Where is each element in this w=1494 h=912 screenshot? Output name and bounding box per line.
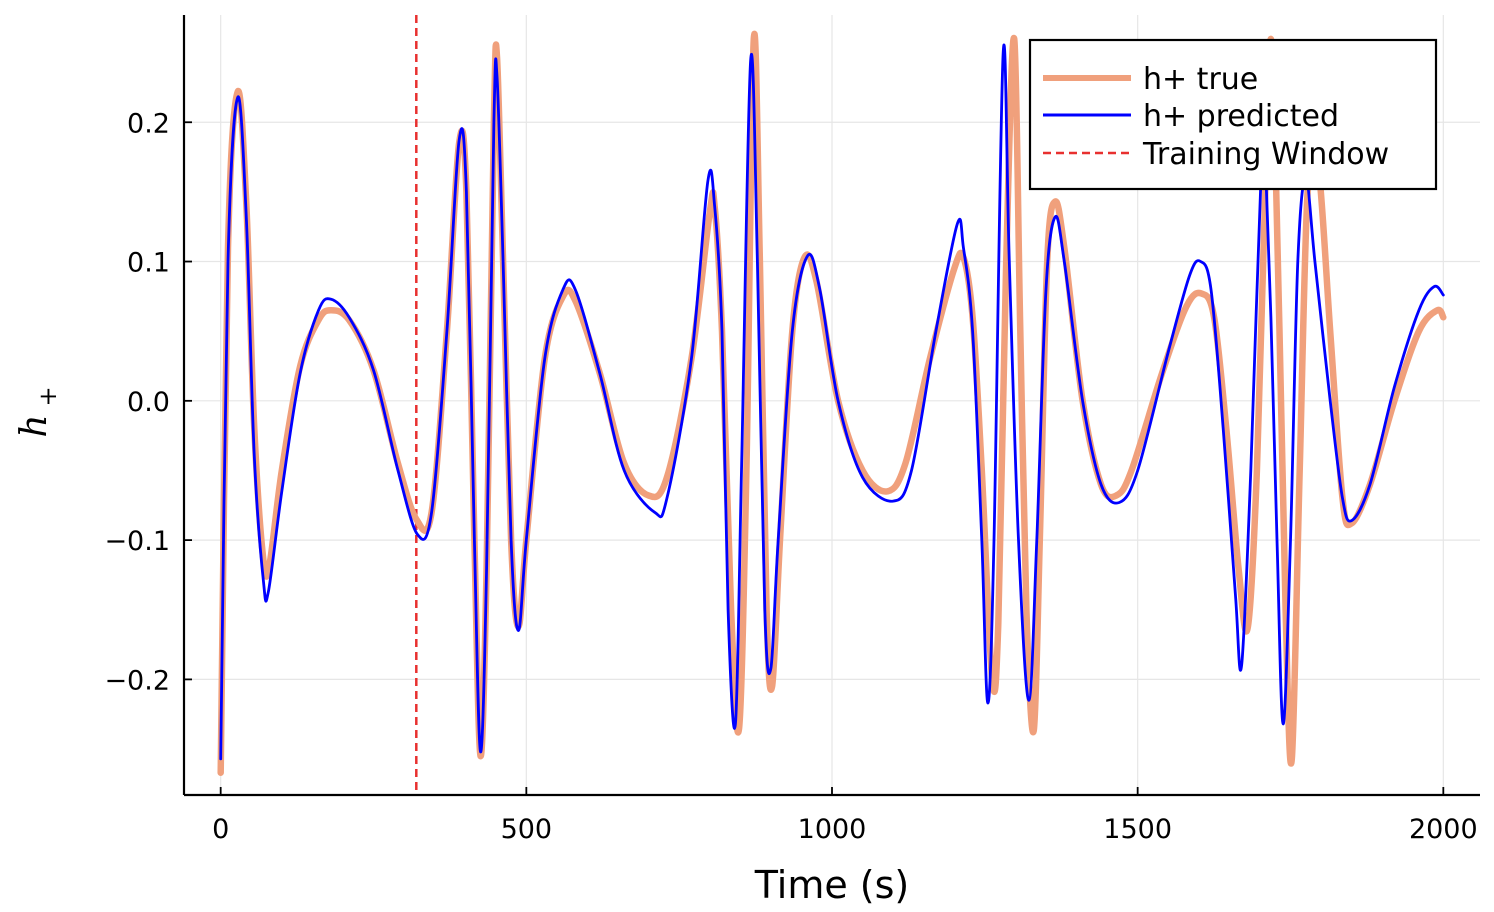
- legend-label-predicted: h+ predicted: [1143, 99, 1339, 134]
- y-tick-label-4: 0.2: [127, 108, 170, 139]
- y-axis-title: h+: [14, 386, 62, 437]
- y-tick-label-0: −0.2: [104, 665, 170, 696]
- x-axis-title: Time (s): [754, 863, 910, 907]
- x-tick-label-3: 1500: [1103, 814, 1172, 845]
- series-line-h-predicted: [219, 43, 1445, 761]
- x-tick-label-0: 0: [212, 814, 229, 845]
- tick-labels: 0 500 1000 1500 2000 −0.2 −0.1 0.0 0.1 0.2: [104, 108, 1477, 845]
- y-tick-label-1: −0.1: [104, 526, 170, 557]
- y-axis-subscript: +: [34, 386, 62, 406]
- x-tick-label-1: 500: [501, 814, 553, 845]
- svg-text:h+: h+: [14, 386, 62, 437]
- series-layer: [217, 30, 1447, 776]
- legend-label-true: h+ true: [1143, 62, 1258, 97]
- x-tick-label-4: 2000: [1409, 814, 1478, 845]
- x-tick-label-2: 1000: [798, 814, 867, 845]
- y-axis-symbol: h: [14, 414, 55, 437]
- legend-label-training-window: Training Window: [1142, 137, 1389, 172]
- axes: [182, 15, 1480, 797]
- legend: h+ true h+ predicted Training Window: [1028, 38, 1438, 191]
- y-tick-label-2: 0.0: [127, 387, 170, 418]
- y-tick-label-3: 0.1: [127, 248, 170, 279]
